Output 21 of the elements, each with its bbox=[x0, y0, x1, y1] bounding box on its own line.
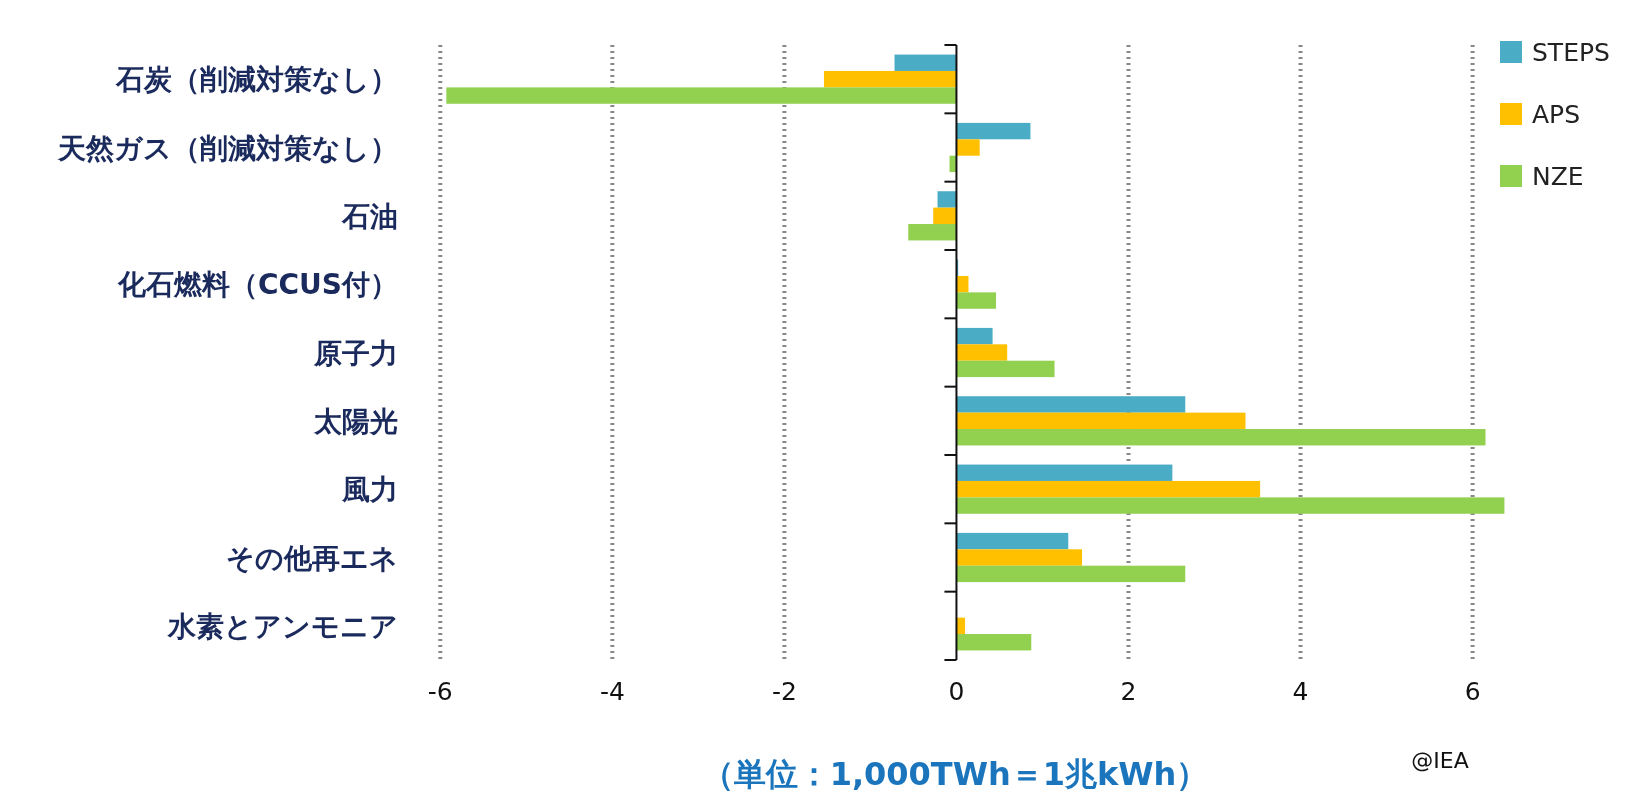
y-tick-label: 化石燃料（CCUS付） bbox=[117, 268, 398, 302]
x-tick-label: 0 bbox=[948, 677, 965, 706]
y-tick-label: 風力 bbox=[341, 473, 398, 507]
x-tick-label: 6 bbox=[1464, 677, 1481, 706]
y-tick-label: 太陽光 bbox=[313, 404, 398, 438]
y-tick-label: その他再エネ bbox=[226, 541, 398, 575]
text: （単位：1,000TWh＝1兆kWh） bbox=[701, 755, 1209, 793]
y-tick-label: 石炭（削減対策なし） bbox=[115, 63, 398, 97]
y-tick-label: 水素とアンモニア bbox=[167, 609, 398, 643]
x-tick-label: 2 bbox=[1120, 677, 1137, 706]
x-tick-label: -6 bbox=[427, 677, 453, 706]
y-tick-label: 原子力 bbox=[313, 336, 398, 370]
y-tick-label: 天然ガス（削減対策なし） bbox=[57, 131, 398, 165]
x-tick-label: -4 bbox=[599, 677, 625, 706]
legend-label: APS bbox=[1532, 100, 1581, 129]
legend-label: STEPS bbox=[1532, 38, 1610, 67]
text: @IEA bbox=[1411, 748, 1469, 773]
x-tick-label: 4 bbox=[1292, 677, 1309, 706]
legend-label: NZE bbox=[1532, 162, 1584, 191]
x-tick-label: -2 bbox=[771, 677, 797, 706]
y-tick-label: 石油 bbox=[341, 199, 398, 233]
